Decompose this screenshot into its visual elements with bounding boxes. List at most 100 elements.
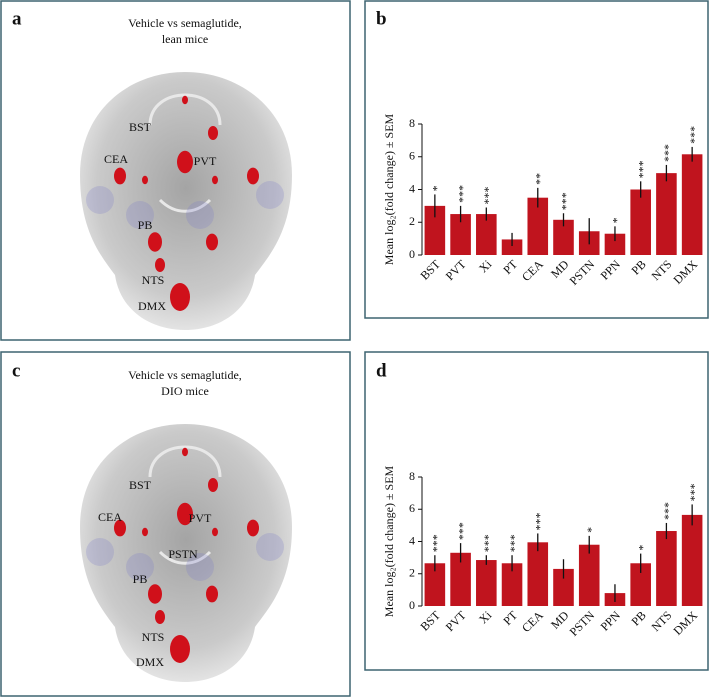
x-tick-label: Xi [476, 608, 495, 627]
signal-faint [126, 201, 154, 229]
brain-image [80, 72, 292, 330]
x-tick-label: DMX [670, 257, 700, 287]
region-label: DMX [138, 299, 166, 313]
y-tick-label: 4 [409, 181, 415, 195]
x-tick-label: PT [500, 257, 520, 277]
signal-faint [186, 201, 214, 229]
bar [501, 239, 523, 255]
region-label: NTS [142, 273, 165, 287]
bar [527, 542, 549, 606]
x-tick-label: PVT [443, 608, 469, 634]
x-tick-label: Xi [476, 257, 495, 276]
signal-blob [206, 585, 218, 603]
bar [476, 560, 497, 606]
region-label: DMX [136, 655, 164, 669]
brain-outline [148, 93, 222, 213]
significance: * [430, 185, 444, 191]
significance: *** [687, 126, 701, 144]
significance: * [584, 527, 598, 533]
x-tick-label: PVT [443, 257, 469, 283]
x-tick-label: PT [500, 608, 520, 628]
bar [476, 214, 497, 255]
signal-faint [256, 181, 284, 209]
x-tick-label: BST [417, 257, 443, 283]
y-tick-label: 2 [409, 566, 415, 580]
bar [450, 552, 471, 606]
region-label: BST [129, 120, 152, 134]
brain-outline [148, 445, 222, 565]
significance: *** [455, 185, 469, 203]
panel-label: a [12, 8, 22, 29]
signal-blob [247, 519, 259, 537]
region-label: NTS [142, 630, 165, 644]
region-label: PVT [189, 511, 212, 525]
x-tick-label: BST [417, 608, 443, 634]
y-tick-label: 2 [409, 214, 415, 228]
significance: *** [430, 534, 444, 552]
significance: * [635, 545, 649, 551]
bar [681, 154, 703, 255]
signal-blob [114, 519, 126, 537]
x-tick-label: DMX [670, 608, 700, 638]
signal-blob [177, 502, 193, 526]
panel-title: lean mice [162, 32, 208, 46]
x-tick-label: CEA [519, 257, 546, 284]
y-axis-label: Mean log₂(fold change) ± SEM [382, 465, 396, 617]
signal-faint [186, 553, 214, 581]
significance: *** [481, 187, 495, 205]
x-tick-label: PB [628, 257, 648, 277]
signal-blob [212, 175, 218, 185]
panel-label: c [12, 360, 20, 381]
significance: *** [455, 522, 469, 540]
signal-blob [114, 167, 126, 185]
region-label: CEA [104, 152, 128, 166]
bar [604, 233, 626, 255]
bar [656, 531, 677, 606]
signal-blob [155, 258, 165, 272]
y-tick-label: 0 [409, 247, 415, 261]
panel-label: b [376, 8, 387, 29]
bar [553, 219, 574, 255]
region-label: PB [133, 572, 148, 586]
y-tick-label: 8 [409, 116, 415, 130]
bar [681, 514, 703, 606]
signal-blob [182, 95, 188, 105]
signal-blob [142, 175, 148, 185]
bar [424, 563, 446, 606]
bar [578, 544, 600, 606]
signal-faint [256, 533, 284, 561]
panel-title: Vehicle vs semaglutide, [128, 368, 242, 382]
signal-blob [182, 447, 188, 457]
bar [630, 563, 651, 606]
region-label: CEA [98, 510, 122, 524]
significance: *** [687, 483, 701, 501]
bar [656, 173, 677, 255]
x-tick-label: NTS [649, 257, 675, 283]
bar [553, 568, 574, 606]
signal-blob [148, 232, 162, 252]
x-tick-label: CEA [519, 608, 546, 635]
brain-image [80, 424, 292, 682]
significance: *** [533, 512, 547, 530]
y-tick-label: 0 [409, 598, 415, 612]
signal-blob [208, 126, 218, 140]
x-tick-label: PSTN [567, 257, 598, 288]
significance: *** [481, 534, 495, 552]
y-tick-label: 4 [409, 533, 415, 547]
x-tick-label: PPN [598, 608, 624, 634]
panel-title: DIO mice [161, 384, 209, 398]
significance: * [610, 217, 624, 223]
region-label: PVT [194, 154, 217, 168]
signal-blob [206, 233, 218, 251]
x-tick-label: PB [628, 608, 648, 628]
signal-blob [142, 527, 148, 537]
significance: *** [507, 534, 521, 552]
significance: ** [533, 173, 547, 185]
panel-label: d [376, 360, 387, 381]
region-label: PSTN [168, 547, 198, 561]
panel-title: Vehicle vs semaglutide, [128, 16, 242, 30]
x-tick-label: PPN [598, 257, 624, 283]
y-tick-label: 8 [409, 469, 415, 483]
y-axis-label: Mean log₂(fold change) ± SEM [382, 113, 396, 265]
